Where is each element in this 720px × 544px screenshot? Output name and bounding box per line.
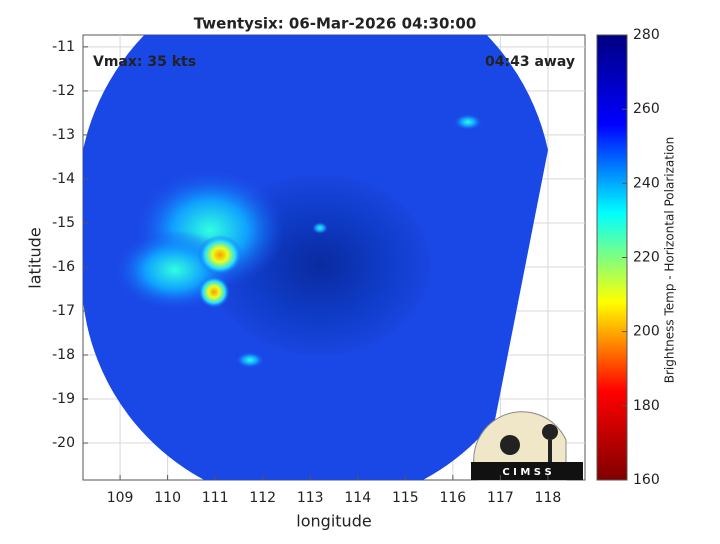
y-tick-label: -17 (52, 303, 75, 319)
colorbar-tick-label: 160 (633, 472, 660, 488)
y-tick-label: -16 (52, 259, 75, 275)
x-tick-label: 111 (202, 490, 229, 506)
cimss-logo: C I M S S (471, 411, 583, 481)
colorbar-tick-label: 220 (633, 250, 660, 266)
x-tick-label: 109 (107, 490, 134, 506)
logo-text: C I M S S (502, 467, 551, 478)
x-tick-label: 115 (392, 490, 419, 506)
x-axis-label: longitude (296, 512, 371, 531)
colorbar-tick-label: 180 (633, 398, 660, 414)
x-tick-label: 110 (154, 490, 181, 506)
colorbar-tick-label: 260 (633, 101, 660, 117)
y-tick-label: -12 (52, 83, 75, 99)
y-tick-label: -18 (52, 347, 75, 363)
colorbar-tick-label: 240 (633, 175, 660, 191)
y-tick-label: -11 (52, 39, 75, 55)
y-tick-label: -13 (52, 127, 75, 143)
chart-title: Twentysix: 06-Mar-2026 04:30:00 (194, 15, 477, 33)
x-tick-label: 118 (535, 490, 562, 506)
y-tick-label: -20 (52, 435, 75, 451)
x-tick-label: 114 (344, 490, 371, 506)
colorbar-label: Brightness Temp - Horizontal Polarizatio… (663, 137, 677, 384)
y-tick-label: -15 (52, 215, 75, 231)
x-tick-label: 113 (297, 490, 324, 506)
annotation: Vmax: 35 kts (93, 54, 196, 70)
x-tick-label: 116 (439, 490, 466, 506)
y-tick-label: -19 (52, 391, 75, 407)
x-tick-label: 117 (487, 490, 514, 506)
y-axis-label: latitude (26, 227, 45, 288)
colorbar-tick-label: 280 (633, 27, 660, 43)
x-tick-label: 112 (249, 490, 276, 506)
y-tick-label: -14 (52, 171, 75, 187)
swath (83, 35, 548, 480)
colorbar-tick-label: 200 (633, 324, 660, 340)
annotation: 04:43 away (485, 54, 575, 70)
